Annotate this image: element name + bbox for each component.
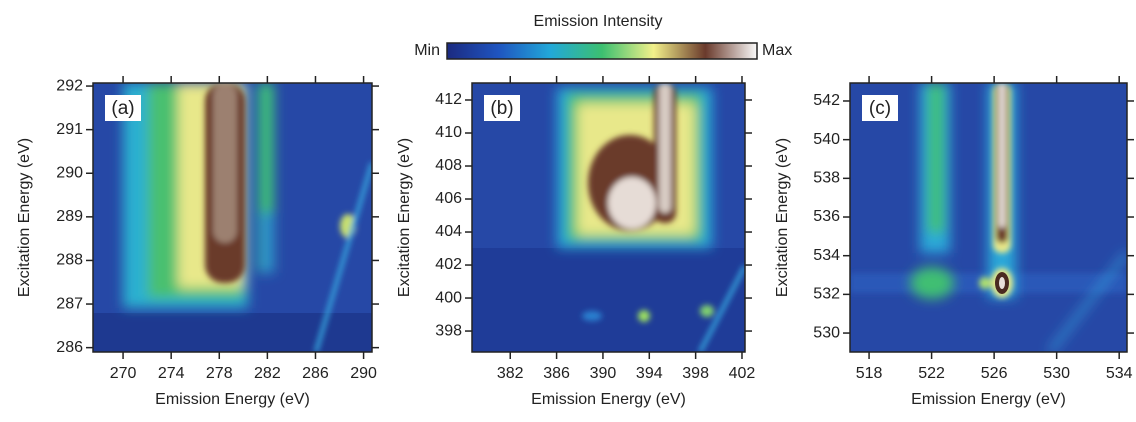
- y-tick-label: 408: [435, 157, 462, 174]
- colorbar-max: Max: [762, 42, 792, 59]
- colorbar-title: Emission Intensity: [534, 13, 663, 30]
- panel-label-box: [862, 95, 898, 121]
- y-tick-label: 538: [813, 170, 840, 187]
- colorbar: [446, 42, 758, 60]
- y-tick-label: 292: [56, 77, 83, 94]
- y-axis-title: Excitation Energy (eV): [16, 138, 33, 297]
- y-tick-label: 404: [435, 223, 462, 240]
- y-tick-label: 398: [435, 322, 462, 339]
- x-tick-label: 286: [302, 365, 329, 382]
- y-tick-label: 406: [435, 190, 462, 207]
- y-tick-label: 290: [56, 164, 83, 181]
- y-tick-label: 286: [56, 339, 83, 356]
- panel-label: (a): [111, 98, 134, 119]
- x-tick-label: 382: [497, 365, 524, 382]
- y-axis-title: Excitation Energy (eV): [396, 138, 413, 297]
- panel-label: (c): [869, 98, 891, 119]
- x-tick-label: 274: [158, 365, 185, 382]
- panel-label-box: [105, 95, 141, 121]
- panel-label: (b): [490, 98, 513, 119]
- y-tick-label: 542: [813, 92, 840, 109]
- x-axis-title: Emission Energy (eV): [531, 391, 686, 408]
- x-tick-label: 282: [254, 365, 281, 382]
- x-tick-label: 390: [590, 365, 617, 382]
- heatmap-image: [850, 83, 1127, 352]
- y-tick-label: 291: [56, 121, 83, 138]
- x-tick-label: 278: [206, 365, 233, 382]
- y-tick-label: 540: [813, 131, 840, 148]
- y-axis-title: Excitation Energy (eV): [774, 138, 791, 297]
- y-tick-label: 534: [813, 247, 840, 264]
- colorbar-min: Min: [414, 42, 440, 59]
- y-tick-label: 532: [813, 286, 840, 303]
- x-tick-label: 398: [682, 365, 709, 382]
- x-tick-label: 394: [636, 365, 663, 382]
- y-tick-label: 402: [435, 256, 462, 273]
- x-tick-label: 530: [1043, 365, 1070, 382]
- x-axis-title: Emission Energy (eV): [911, 391, 1066, 408]
- y-tick-label: 410: [435, 124, 462, 141]
- y-tick-label: 287: [56, 295, 83, 312]
- y-tick-label: 530: [813, 324, 840, 341]
- y-tick-label: 412: [435, 91, 462, 108]
- panel-label-box: [484, 95, 520, 121]
- x-tick-label: 402: [729, 365, 756, 382]
- x-tick-label: 518: [856, 365, 883, 382]
- x-tick-label: 270: [110, 365, 137, 382]
- y-tick-label: 536: [813, 208, 840, 225]
- y-tick-label: 400: [435, 289, 462, 306]
- heatmap-image: [93, 83, 372, 352]
- y-tick-label: 289: [56, 208, 83, 225]
- plot-frame: [471, 82, 746, 353]
- x-tick-label: 290: [350, 365, 377, 382]
- x-tick-label: 526: [981, 365, 1008, 382]
- x-tick-label: 522: [918, 365, 945, 382]
- y-tick-label: 288: [56, 252, 83, 269]
- x-tick-label: 386: [543, 365, 570, 382]
- heatmap-image: [472, 83, 745, 352]
- x-axis-title: Emission Energy (eV): [155, 391, 310, 408]
- x-tick-label: 534: [1106, 365, 1133, 382]
